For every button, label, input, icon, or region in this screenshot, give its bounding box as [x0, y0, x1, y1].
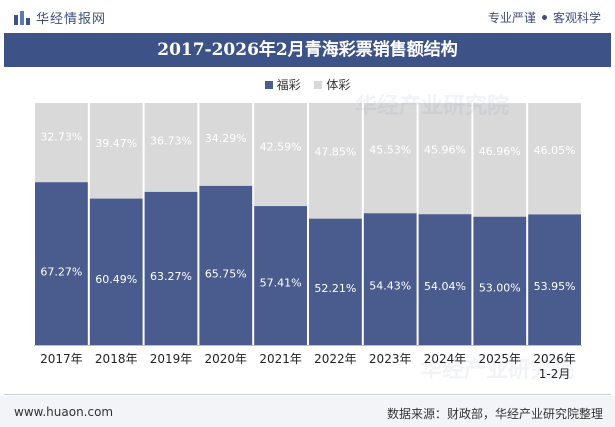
x-tick-label: 2018年	[95, 352, 138, 366]
bar-ticai	[199, 102, 253, 186]
bar-ticai	[473, 103, 527, 217]
data-label-fucai: 65.75%	[205, 267, 247, 280]
data-source: 数据来源：财政部，华经产业研究院整理	[386, 407, 603, 421]
bar-ticai	[309, 102, 362, 219]
website-link[interactable]: www.huaon.com	[14, 405, 114, 419]
legend-label-ticai: 体彩	[326, 78, 351, 92]
bar-ticai	[528, 103, 581, 215]
data-label-fucai: 67.27%	[40, 266, 82, 279]
slogan-left: 专业严谨	[487, 11, 536, 25]
data-label-ticai: 34.29%	[205, 132, 247, 145]
slogan-right: 客观科学	[552, 11, 601, 25]
data-label-ticai: 36.73%	[150, 134, 192, 147]
brand: 华经情报网	[14, 8, 106, 27]
x-tick-label: 2022年	[314, 352, 357, 366]
bar-fucai	[528, 214, 581, 345]
data-label-fucai: 54.04%	[424, 280, 466, 293]
footer-divider	[4, 394, 611, 395]
bar-ticai	[89, 103, 143, 199]
x-tick-label: 2021年	[259, 352, 302, 366]
bar-fucai	[254, 206, 307, 345]
data-label-ticai: 32.73%	[40, 130, 82, 143]
data-label-fucai: 52.21%	[314, 282, 356, 295]
data-label-ticai: 39.47%	[95, 137, 137, 150]
x-tick-label: 2024年	[424, 352, 467, 366]
bar-ticai	[35, 103, 88, 183]
legend-swatch-ticai	[314, 80, 323, 89]
x-tick-label: 2026年	[533, 352, 576, 366]
bar-ticai	[418, 103, 472, 215]
bar-fucai	[473, 216, 527, 345]
x-tick-label: 2025年	[479, 352, 522, 366]
brand-name: 华经情报网	[36, 12, 107, 27]
data-label-ticai: 46.05%	[534, 144, 576, 157]
bar-chart-logo-icon	[14, 10, 30, 25]
data-label-fucai: 57.41%	[260, 276, 302, 289]
bar-fucai	[363, 213, 417, 345]
top-bar: 华经情报网 专业严谨 客观科学	[0, 0, 615, 32]
legend-item-fucai: 福彩	[264, 76, 301, 93]
title-bar: 2017-2026年2月青海彩票销售额结构	[4, 33, 611, 67]
data-label-ticai: 47.85%	[314, 145, 356, 158]
x-tick-label: 2020年	[205, 352, 248, 366]
legend-item-ticai: 体彩	[314, 76, 350, 93]
data-label-ticai: 46.96%	[479, 145, 521, 158]
legend-label-fucai: 福彩	[276, 78, 301, 92]
footer: www.huaon.com 数据来源：财政部，华经产业研究院整理	[0, 396, 615, 427]
legend: 福彩 体彩	[0, 76, 615, 93]
x-tick-label: 2023年	[369, 352, 412, 366]
bar-fucai	[35, 182, 88, 345]
data-label-fucai: 60.49%	[95, 273, 137, 286]
data-label-ticai: 45.53%	[369, 143, 411, 156]
bar-fucai	[309, 218, 362, 345]
slogan: 专业严谨 客观科学	[488, 9, 601, 26]
data-label-fucai: 54.43%	[369, 280, 411, 293]
bar-fucai	[418, 214, 472, 345]
data-label-ticai: 45.96%	[424, 144, 466, 157]
bar-ticai	[363, 103, 417, 214]
data-label-fucai: 53.00%	[479, 281, 521, 294]
bar-ticai	[144, 103, 198, 192]
bar-fucai	[89, 198, 143, 345]
data-label-fucai: 63.27%	[150, 270, 192, 283]
dot-icon	[541, 15, 547, 20]
legend-swatch-fucai	[264, 80, 273, 89]
bar-fucai	[144, 191, 198, 345]
data-label-ticai: 42.59%	[260, 140, 302, 153]
chart-title: 2017-2026年2月青海彩票销售额结构	[157, 40, 458, 60]
data-label-fucai: 53.95%	[534, 280, 576, 293]
x-tick-label: 2017年	[40, 352, 83, 366]
bar-ticai	[254, 103, 307, 207]
x-tick-label: 1-2月	[539, 367, 571, 381]
x-tick-label: 2019年	[150, 352, 193, 366]
bar-fucai	[199, 185, 253, 345]
